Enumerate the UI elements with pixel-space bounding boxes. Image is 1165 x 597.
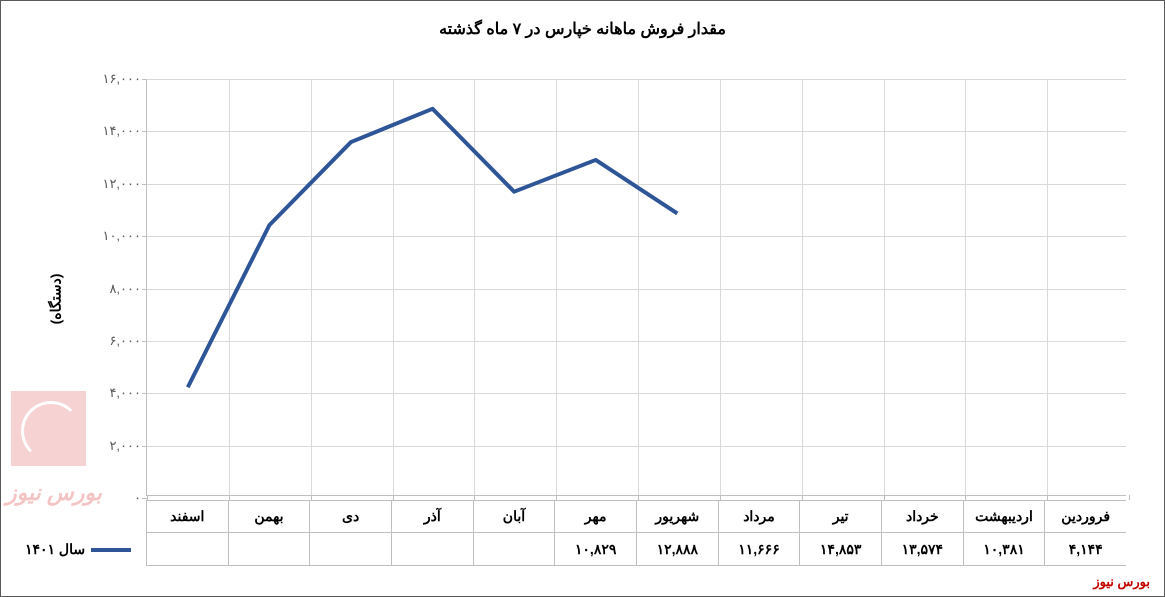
y-tick-label: ۱۶,۰۰۰ — [96, 71, 141, 87]
category-cell: آبان — [473, 500, 555, 533]
table-header-row: فروردیناردیبهشتخردادتیرمردادشهریورمهرآبا… — [146, 500, 1126, 533]
category-cell: مرداد — [718, 500, 800, 533]
category-cell: آذر — [391, 500, 473, 533]
value-cell: ۱۳,۵۷۴ — [881, 533, 963, 566]
y-tick-label: ۱۰,۰۰۰ — [96, 228, 141, 244]
watermark-text: بورس نیوز — [6, 480, 102, 506]
legend-label: سال ۱۴۰۱ — [25, 541, 85, 558]
chart-title: مقدار فروش ماهانه خپارس در ۷ ماه گذشته — [1, 1, 1164, 49]
y-tick-label: ۶,۰۰۰ — [96, 333, 141, 349]
category-cell: خرداد — [881, 500, 963, 533]
category-cell: مهر — [554, 500, 636, 533]
category-cell: بهمن — [228, 500, 310, 533]
category-cell: تیر — [799, 500, 881, 533]
value-cell: ۴,۱۴۴ — [1044, 533, 1126, 566]
value-cell: ۱۲,۸۸۸ — [636, 533, 718, 566]
y-tick-label: ۰ — [96, 490, 141, 506]
legend: سال ۱۴۰۱ — [13, 533, 143, 566]
category-cell: اسفند — [146, 500, 228, 533]
value-cell — [391, 533, 473, 566]
y-tick-label: ۱۴,۰۰۰ — [96, 123, 141, 139]
category-cell: فروردین — [1044, 500, 1126, 533]
value-cell — [309, 533, 391, 566]
value-cell: ۱۴,۸۵۳ — [799, 533, 881, 566]
category-cell: شهریور — [636, 500, 718, 533]
value-cell: ۱۰,۳۸۱ — [963, 533, 1045, 566]
value-cell: ۱۱,۶۶۶ — [718, 533, 800, 566]
value-cell — [473, 533, 555, 566]
value-cell: ۱۰,۸۲۹ — [554, 533, 636, 566]
value-cell — [228, 533, 310, 566]
category-cell: دی — [309, 500, 391, 533]
y-tick-label: ۱۲,۰۰۰ — [96, 176, 141, 192]
data-table: فروردیناردیبهشتخردادتیرمردادشهریورمهرآبا… — [146, 500, 1126, 566]
credit-text: بورس نیوز — [1093, 574, 1150, 590]
y-tick-label: ۴,۰۰۰ — [96, 385, 141, 401]
plot-area — [146, 79, 1126, 496]
y-axis-label: (دستگاه) — [48, 273, 65, 324]
y-tick-label: ۸,۰۰۰ — [96, 281, 141, 297]
table-data-row: ۴,۱۴۴۱۰,۳۸۱۱۳,۵۷۴۱۴,۸۵۳۱۱,۶۶۶۱۲,۸۸۸۱۰,۸۲… — [146, 533, 1126, 566]
y-tick-label: ۲,۰۰۰ — [96, 438, 141, 454]
chart-container: مقدار فروش ماهانه خپارس در ۷ ماه گذشته (… — [0, 0, 1165, 597]
legend-line-icon — [91, 548, 131, 552]
category-cell: اردیبهشت — [963, 500, 1045, 533]
value-cell — [146, 533, 228, 566]
